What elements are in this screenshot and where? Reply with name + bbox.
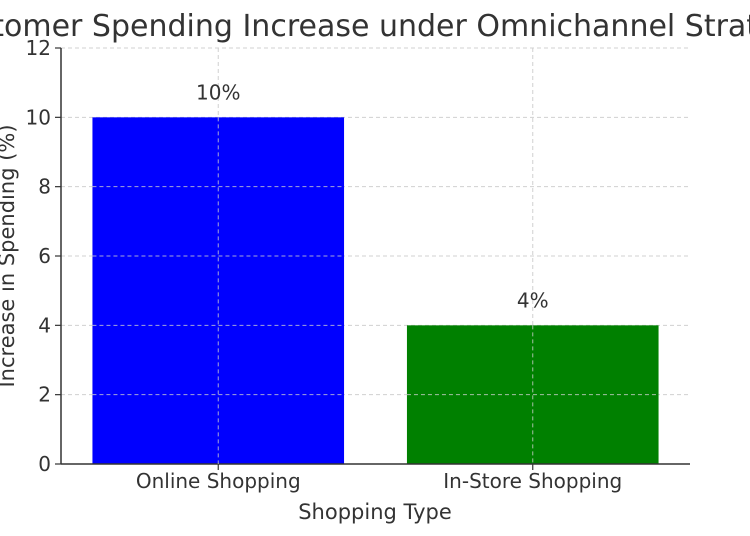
x-axis-label: Shopping Type xyxy=(298,500,452,524)
y-tick-label: 12 xyxy=(26,36,51,60)
data-label: 10% xyxy=(196,80,240,104)
y-axis-label: Increase in Spending (%) xyxy=(0,124,19,387)
y-tick-label: 0 xyxy=(38,452,51,476)
data-labels: 10% 4% xyxy=(92,80,659,464)
y-tick-label: 2 xyxy=(38,383,51,407)
x-tick-label: Online Shopping xyxy=(136,469,301,493)
bars xyxy=(92,117,659,464)
data-label: 4% xyxy=(517,288,549,312)
y-tick-label: 8 xyxy=(38,175,51,199)
y-ticks: 0 2 4 6 8 10 12 xyxy=(26,36,61,476)
y-tick-label: 10 xyxy=(26,105,51,129)
y-tick-label: 6 xyxy=(38,244,51,268)
y-tick-label: 4 xyxy=(38,313,51,337)
chart-title: Customer Spending Increase under Omnicha… xyxy=(0,9,750,44)
x-tick-label: In-Store Shopping xyxy=(443,469,622,493)
x-ticks: Online Shopping In-Store Shopping xyxy=(136,464,622,493)
